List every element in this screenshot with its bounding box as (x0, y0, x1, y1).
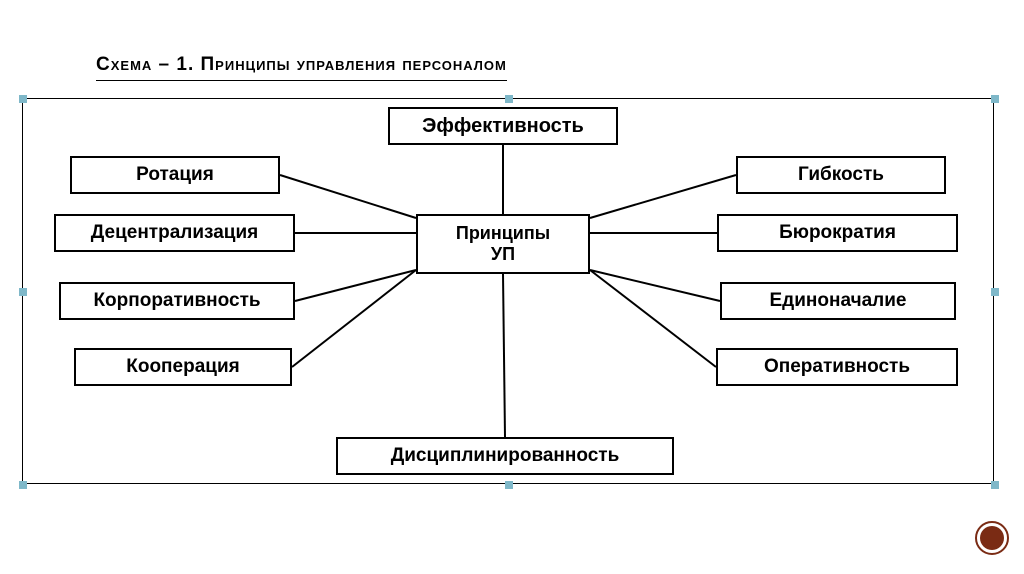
node-left4: Кооперация (74, 348, 292, 386)
node-right3: Единоначалие (720, 282, 956, 320)
node-left1: Ротация (70, 156, 280, 194)
node-left3: Корпоративность (59, 282, 295, 320)
resize-handle-icon (19, 95, 27, 103)
title-underline (96, 80, 507, 81)
diagram-title-text: Схема – 1. Принципы управления персонало… (96, 54, 507, 75)
node-label: Корпоративность (93, 290, 260, 312)
node-right4: Оперативность (716, 348, 958, 386)
node-label: Ротация (136, 164, 214, 186)
resize-handle-icon (505, 95, 513, 103)
resize-handle-icon (19, 481, 27, 489)
diagram-title: Схема – 1. Принципы управления персонало… (96, 54, 507, 81)
node-label: Оперативность (764, 356, 910, 378)
resize-handle-icon (505, 481, 513, 489)
resize-handle-icon (991, 95, 999, 103)
node-label: Децентрализация (91, 222, 259, 244)
node-right1: Гибкость (736, 156, 946, 194)
node-label: Эффективность (422, 115, 584, 138)
corner-badge-fill (980, 526, 1004, 550)
resize-handle-icon (19, 288, 27, 296)
node-left2: Децентрализация (54, 214, 295, 252)
node-label: Бюрократия (779, 222, 896, 244)
resize-handle-icon (991, 288, 999, 296)
node-top: Эффективность (388, 107, 618, 145)
node-label: Дисциплинированность (391, 445, 620, 467)
node-label: Единоначалие (770, 290, 907, 312)
node-center: Принципы УП (416, 214, 590, 274)
node-label: Кооперация (126, 356, 239, 378)
node-bottom: Дисциплинированность (336, 437, 674, 475)
corner-badge-icon (975, 521, 1009, 555)
node-label: Принципы УП (456, 223, 550, 264)
resize-handle-icon (991, 481, 999, 489)
node-right2: Бюрократия (717, 214, 958, 252)
node-label: Гибкость (798, 164, 884, 186)
